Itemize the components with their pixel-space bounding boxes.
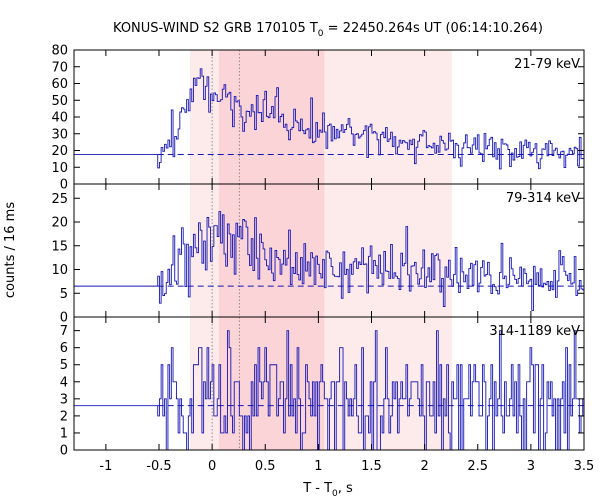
chart-title-main: KONUS-WIND S2 GRB 170105 T (113, 21, 318, 36)
y-axis-title: counts / 16 ms (3, 202, 18, 298)
panel-2: 0 5 10 15 20 25 79-314 keV (51, 183, 585, 326)
y-tick-label: 0 (60, 178, 68, 193)
y-tick-label: 5 (60, 358, 68, 373)
x-tick-label: 1.5 (361, 459, 382, 474)
interval-band-2 (218, 50, 325, 184)
chart-title-subscript: 0 (318, 29, 324, 39)
chart-title-rest: = 22450.264s UT (06:14:10.264) (324, 21, 543, 36)
y-tick-label: 7 (60, 324, 68, 339)
y-tick-label: 0 (60, 311, 68, 326)
interval-band-2 (218, 317, 325, 450)
x-axis-title: T - T0, s (302, 481, 353, 499)
panel-frame (73, 316, 585, 451)
y-tick-label: 60 (51, 77, 68, 92)
y-tick-label: 4 (60, 375, 68, 390)
light-curve-series (74, 211, 584, 311)
y-tick-label: 20 (51, 216, 68, 231)
x-axis-title-rest: , s (338, 481, 353, 496)
y-tick-label: 3 (60, 392, 68, 407)
y-tick-label: 50 (51, 94, 68, 109)
panel-3: 0 1 2 3 4 5 6 7 314-1189 keV (60, 316, 585, 459)
x-tick-label: 3.5 (574, 459, 595, 474)
chart-title: KONUS-WIND S2 GRB 170105 T0 = 22450.264s… (113, 21, 543, 39)
y-tick-label: 2 (60, 409, 68, 424)
x-tick-label: 0 (208, 459, 216, 474)
panel-energy-label: 21-79 keV (514, 57, 580, 72)
x-tick-label: 1 (314, 459, 322, 474)
x-tick-label: 2.5 (467, 459, 488, 474)
x-axis-title-subscript: 0 (332, 489, 338, 499)
x-tick-label: 0.5 (255, 459, 276, 474)
light-curve-series (74, 68, 584, 170)
x-tick-label: -0.5 (146, 459, 171, 474)
y-tick-label: 15 (51, 239, 68, 254)
y-tick-label: 25 (51, 192, 68, 207)
y-tick-label: 6 (60, 341, 68, 356)
x-tick-label: -1 (99, 459, 112, 474)
y-tick-label: 30 (51, 127, 68, 142)
y-tick-label: 0 (60, 444, 68, 459)
y-tick-label: 10 (51, 161, 68, 176)
x-tick-label: 2 (420, 459, 428, 474)
y-tick-label: 80 (51, 44, 68, 59)
x-tick-label: 3 (527, 459, 535, 474)
y-tick-label: 1 (60, 426, 68, 441)
x-axis-title-main: T - T (302, 481, 332, 496)
y-tick-label: 40 (51, 111, 68, 126)
y-tick-label: 5 (60, 287, 68, 302)
panel-energy-label: 314-1189 keV (489, 324, 580, 339)
y-tick-label: 70 (51, 60, 68, 75)
panel-energy-label: 79-314 keV (506, 191, 580, 206)
y-tick-label: 20 (51, 144, 68, 159)
y-tick-label: 10 (51, 263, 68, 278)
